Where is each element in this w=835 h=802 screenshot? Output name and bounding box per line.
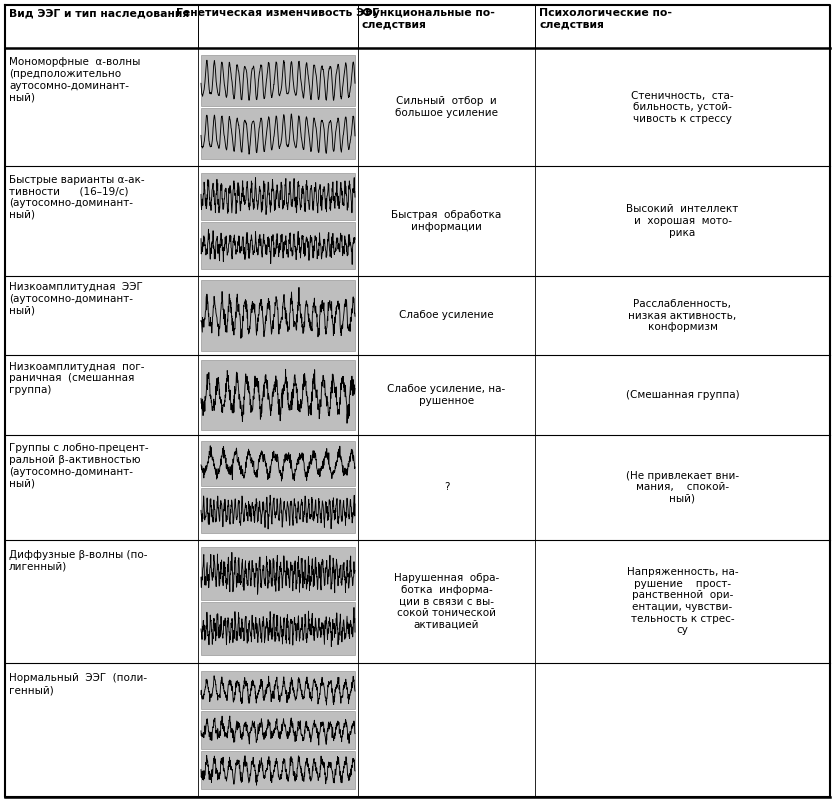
Bar [201,711,355,749]
Text: Слабое усиление, на-
рушенное: Слабое усиление, на- рушенное [387,384,506,406]
Text: Быстрые варианты α-ак-
тивности      (16–19/с)
(аутосомно-доминант-
ный): Быстрые варианты α-ак- тивности (16–19/с… [9,175,144,220]
Bar [201,281,355,350]
Text: Функциональные по-
следствия: Функциональные по- следствия [362,8,495,30]
Text: Нарушенная  обра-
ботка  информа-
ции в связи с вы-
сокой тонической
активацией: Нарушенная обра- ботка информа- ции в св… [394,573,499,630]
Bar [201,441,355,486]
Text: Быстрая  обработка
информации: Быстрая обработка информации [392,210,502,232]
Text: Сильный  отбор  и
большое усиление: Сильный отбор и большое усиление [395,96,498,118]
Bar [5,662,830,797]
Text: Стеничность,  ста-
бильность, устой-
чивость к стрессу: Стеничность, ста- бильность, устой- чиво… [631,91,734,124]
Text: ?: ? [443,482,449,492]
Bar [201,108,355,160]
Text: Группы с лобно-прецент-
ральной β-активностью
(аутосомно-доминант-
ный): Группы с лобно-прецент- ральной β-активн… [9,444,149,488]
Bar [5,540,830,662]
Bar [201,360,355,430]
Bar [201,173,355,220]
Text: Психологические по-
следствия: Психологические по- следствия [539,8,672,30]
Text: (Не привлекает вни-
мания,    спокой-
ный): (Не привлекает вни- мания, спокой- ный) [626,471,739,504]
Text: Генетическая изменчивость ЭЭГ: Генетическая изменчивость ЭЭГ [176,8,379,18]
Bar [201,222,355,269]
Bar [201,547,355,600]
Bar [201,488,355,533]
Bar [201,670,355,709]
Text: Напряженность, на-
рушение    прост-
ранственной  ори-
ентации, чувстви-
тельнос: Напряженность, на- рушение прост- ранств… [627,567,738,635]
Text: Диффузные β-волны (по-
лигенный): Диффузные β-волны (по- лигенный) [9,549,148,571]
Bar [5,166,830,276]
Bar [5,5,830,48]
Bar [201,55,355,106]
Text: Расслабленность,
низкая активность,
конформизм: Расслабленность, низкая активность, конф… [629,299,736,332]
Text: Низкоамплитудная  пог-
раничная  (смешанная
группа): Низкоамплитудная пог- раничная (смешанна… [9,362,144,395]
Bar [5,276,830,355]
Text: Низкоамплитудная  ЭЭГ
(аутосомно-доминант-
ный): Низкоамплитудная ЭЭГ (аутосомно-доминант… [9,282,143,315]
Text: (Смешанная группа): (Смешанная группа) [625,391,739,400]
Text: Высокий  интеллект
и  хорошая  мото-
рика: Высокий интеллект и хорошая мото- рика [626,205,739,237]
Text: Нормальный  ЭЭГ  (поли-
генный): Нормальный ЭЭГ (поли- генный) [9,674,147,695]
Bar [5,48,830,166]
Text: Вид ЭЭГ и тип наследования: Вид ЭЭГ и тип наследования [9,8,190,18]
Bar [5,435,830,540]
Text: Мономорфные  α-волны
(предположительно
аутосомно-доминант-
ный): Мономорфные α-волны (предположительно ау… [9,58,140,103]
Bar [5,355,830,435]
Bar [201,751,355,789]
Text: Слабое усиление: Слабое усиление [399,310,493,321]
Bar [201,602,355,655]
